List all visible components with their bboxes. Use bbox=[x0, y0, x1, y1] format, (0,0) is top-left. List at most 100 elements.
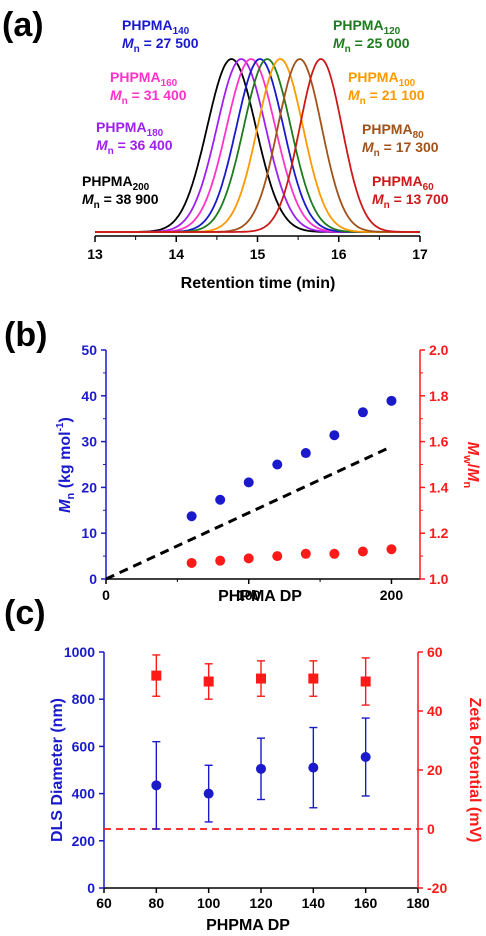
panel-b-right-y-tick-label: 1.8 bbox=[429, 388, 449, 404]
panel-a-label-mn-value: = 38 900 bbox=[100, 191, 159, 207]
panel-a-label-mn-value: = 21 100 bbox=[366, 87, 425, 103]
panel-a-label-name-subscript: 80 bbox=[413, 130, 425, 141]
panel-c-left-y-tick-label: 0 bbox=[87, 880, 95, 896]
panel-a-label-mn-symbol: M bbox=[362, 139, 374, 155]
panel-b-left-y-tick-label: 50 bbox=[81, 342, 97, 358]
panel-a-label-name-subscript: 180 bbox=[147, 128, 164, 139]
panel-c-diameter-point bbox=[151, 780, 162, 791]
panel-b-x-tick-label: 200 bbox=[380, 587, 404, 603]
panel-b-mn-point bbox=[386, 395, 397, 406]
panel-b-dispersity-point bbox=[186, 557, 197, 568]
panel-b-dispersity-point bbox=[329, 548, 340, 559]
panel-c-zeta-point bbox=[203, 676, 214, 687]
panel-c-right-y-tick-label: 60 bbox=[427, 644, 443, 660]
panel-a-label-name-text: PHPMA bbox=[333, 17, 384, 33]
panel-b-x-tick-label: 0 bbox=[102, 587, 110, 603]
panel-b-mn-point bbox=[300, 448, 311, 459]
panel-a-label-mn-subscript: n bbox=[360, 96, 366, 107]
panel-c-right-y-tick-label: 20 bbox=[427, 762, 443, 778]
panel-b-right-y-tick-label: 1.0 bbox=[429, 571, 449, 587]
panel-a-label-mn-value: = 31 400 bbox=[128, 87, 187, 103]
panel-a-label-name-phpma60: PHPMA60 bbox=[372, 173, 434, 193]
panel-c-left-y-tick-label: 800 bbox=[72, 691, 96, 707]
panel-c-x-tick-label: 100 bbox=[197, 895, 221, 911]
panel-b-mn-point bbox=[272, 459, 283, 470]
panel-b-right-y-tick-label: 2.0 bbox=[429, 342, 449, 358]
panel-b-dispersity-point bbox=[243, 553, 254, 564]
panel-c-diameter-point bbox=[308, 762, 319, 773]
panel-b-right-y-tick-label: 1.2 bbox=[429, 525, 449, 541]
panel-a-label-mn-value: = 13 700 bbox=[390, 191, 449, 207]
panel-a-label-mn-subscript: n bbox=[108, 146, 114, 157]
panel-a-label-name-phpma160: PHPMA160 bbox=[110, 69, 178, 89]
panel-c-right-axis-title: Zeta Potential (mV) bbox=[466, 698, 483, 843]
panel-c-x-tick-label: 140 bbox=[302, 895, 326, 911]
panel-a-label-name-subscript: 160 bbox=[161, 78, 178, 89]
panel-a-label-mn-value: = 27 500 bbox=[140, 35, 199, 51]
panel-b-left-axis-title: Mn (kg mol-1) bbox=[55, 417, 77, 513]
panel-c-left-y-tick-label: 600 bbox=[72, 738, 96, 754]
panel-a-label-mn-symbol: M bbox=[96, 137, 108, 153]
panel-a-label-mn-subscript: n bbox=[384, 200, 390, 211]
panel-a-label-mn-symbol: M bbox=[348, 87, 360, 103]
panel-a-x-tick-label: 14 bbox=[168, 246, 184, 262]
panel-c-zeta-point bbox=[308, 673, 319, 684]
panel-a-x-tick-label: 13 bbox=[87, 246, 103, 262]
panel-a-label-name-subscript: 200 bbox=[133, 182, 150, 193]
panel-b-right-y-tick-label: 1.4 bbox=[429, 479, 449, 495]
panel-a-label-mn-subscript: n bbox=[122, 96, 128, 107]
panel-a-label-mn-value: = 36 400 bbox=[114, 137, 173, 153]
panel-b-left-y-tick-label: 40 bbox=[81, 388, 97, 404]
panel-a-label-mn-phpma140: Mn = 27 500 bbox=[122, 35, 199, 55]
panel-a-label-name-text: PHPMA bbox=[96, 119, 147, 135]
panel-c-x-tick-label: 120 bbox=[249, 895, 273, 911]
panel-a-label-mn-phpma120: Mn = 25 000 bbox=[333, 35, 410, 55]
panel-a-x-tick-label: 17 bbox=[412, 246, 428, 262]
panel-c-zeta-point bbox=[360, 676, 371, 687]
panel-a-label-mn-phpma180: Mn = 36 400 bbox=[96, 137, 173, 157]
panel-a-label-mn-symbol: M bbox=[82, 191, 94, 207]
panel-b-mn-point bbox=[357, 407, 368, 418]
panel-b-left-y-tick-label: 30 bbox=[81, 434, 97, 450]
panel-a-label-name-text: PHPMA bbox=[372, 173, 423, 189]
panel-a-label-name-subscript: 60 bbox=[423, 182, 435, 193]
panel-b-left-y-tick-label: 20 bbox=[81, 479, 97, 495]
panel-b-right-y-tick-label: 1.6 bbox=[429, 434, 449, 450]
panel-c-diameter-point bbox=[203, 788, 214, 799]
panel-b-mn-point bbox=[329, 430, 340, 441]
panel-c-x-tick-label: 80 bbox=[149, 895, 165, 911]
panel-b-dispersity-point bbox=[300, 548, 311, 559]
panel-label-b: (b) bbox=[4, 316, 47, 354]
panel-b-mn-point bbox=[215, 494, 226, 505]
panel-a-label-name-text: PHPMA bbox=[362, 121, 413, 137]
panel-c-left-axis-title: DLS Diameter (nm) bbox=[49, 698, 66, 842]
panel-a-label-mn-symbol: M bbox=[122, 35, 134, 51]
panel-b-mn-point bbox=[243, 477, 254, 488]
panel-a-label-mn-phpma100: Mn = 21 100 bbox=[348, 87, 425, 107]
panel-a-label-mn-subscript: n bbox=[134, 44, 140, 55]
panel-a-label-mn-value: = 17 300 bbox=[380, 139, 439, 155]
panel-a-label-name-phpma140: PHPMA140 bbox=[122, 17, 190, 37]
panel-b-x-axis-title: PHPMA DP bbox=[218, 588, 302, 605]
panel-c-scatter: 60 80 100 120 140 160 180 0 200 400 600 800 1000 -20 0… bbox=[64, 644, 448, 911]
panel-c-left-y-tick-label: 1000 bbox=[64, 644, 95, 660]
panel-c-x-tick-label: 160 bbox=[354, 895, 378, 911]
panel-b-scatter: 0 100 200 0 10 20 30 40 50 1.0 1.2 1.4 1.6 1.8 2.0 bbox=[81, 342, 448, 603]
panel-c-right-y-tick-label: 0 bbox=[427, 821, 435, 837]
panel-a-label-mn-value: = 25 000 bbox=[351, 35, 410, 51]
panel-c-zeta-point bbox=[256, 673, 266, 684]
panel-a-label-mn-symbol: M bbox=[333, 35, 345, 51]
panel-c-left-y-tick-label: 400 bbox=[72, 786, 96, 802]
panel-a-label-mn-subscript: n bbox=[345, 44, 351, 55]
panel-label-c: (c) bbox=[4, 594, 46, 632]
panel-a-x-tick-label: 16 bbox=[331, 246, 347, 262]
panel-a-label-name-phpma80: PHPMA80 bbox=[362, 121, 424, 141]
panel-a-label-mn-symbol: M bbox=[372, 191, 384, 207]
panel-c-x-axis-title: PHPMA DP bbox=[206, 917, 290, 934]
panel-c-right-y-tick-label: 40 bbox=[427, 703, 443, 719]
panel-a-label-mn-phpma80: Mn = 17 300 bbox=[362, 139, 439, 159]
panel-c-diameter-point bbox=[360, 752, 371, 763]
panel-a-label-name-text: PHPMA bbox=[348, 69, 399, 85]
panel-a-label-name-text: PHPMA bbox=[110, 69, 161, 85]
